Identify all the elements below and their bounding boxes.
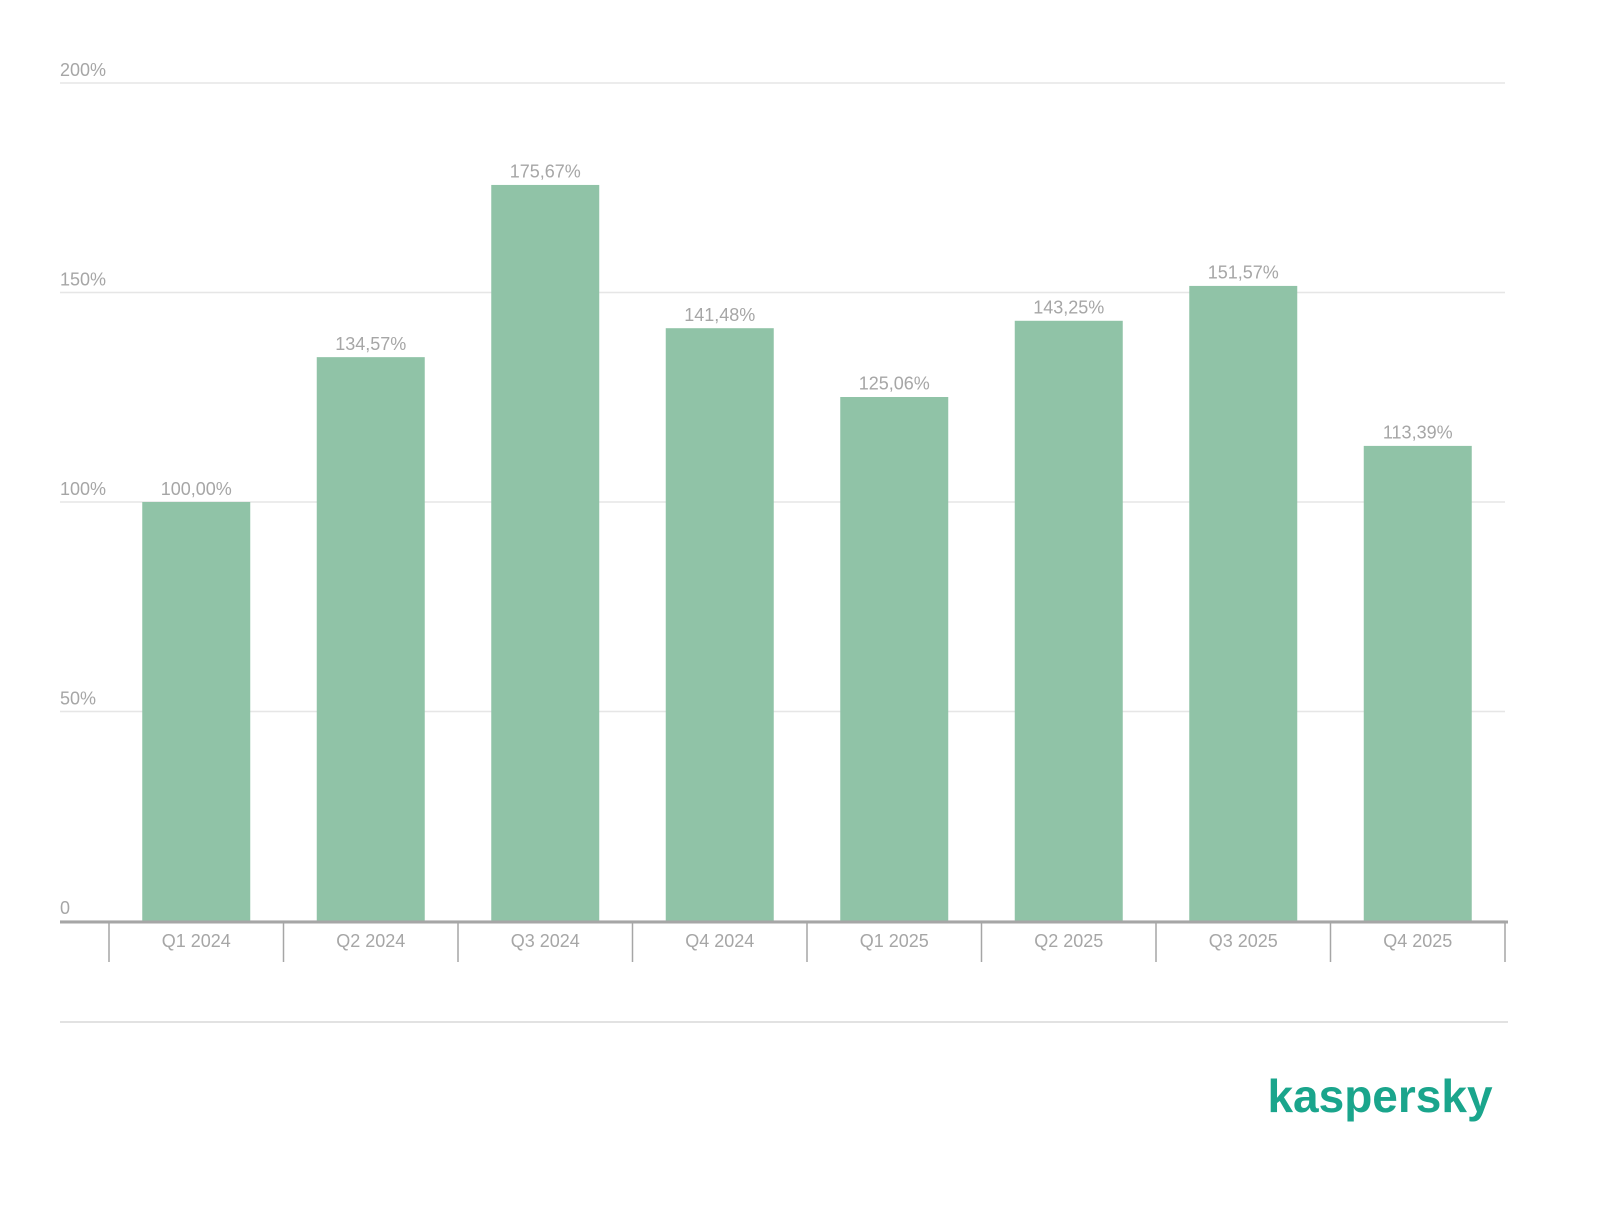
value-label: 134,57% xyxy=(335,334,406,354)
x-tick-label: Q3 2024 xyxy=(511,931,580,951)
value-label: 143,25% xyxy=(1033,298,1104,318)
x-tick-label: Q3 2025 xyxy=(1209,931,1278,951)
x-tick-label: Q2 2025 xyxy=(1034,931,1103,951)
x-tick-label: Q4 2024 xyxy=(685,931,754,951)
x-tick-label: Q2 2024 xyxy=(336,931,405,951)
bar xyxy=(1363,445,1472,921)
bar xyxy=(1189,285,1298,921)
value-label: 125,06% xyxy=(859,374,930,394)
y-tick-label: 100% xyxy=(60,479,106,499)
value-label: 175,67% xyxy=(510,162,581,182)
y-tick-label: 150% xyxy=(60,269,106,289)
x-tick-label: Q4 2025 xyxy=(1383,931,1452,951)
bar xyxy=(491,184,600,922)
value-label: 151,57% xyxy=(1208,263,1279,283)
x-tick-label: Q1 2025 xyxy=(860,931,929,951)
bar xyxy=(316,357,425,921)
logo: kaspersky xyxy=(1267,1070,1492,1122)
x-tick-label: Q1 2024 xyxy=(162,931,231,951)
y-tick-label: 0 xyxy=(60,898,70,918)
bar xyxy=(665,328,774,921)
value-label: 100,00% xyxy=(161,479,232,499)
value-label: 113,39% xyxy=(1383,423,1453,443)
y-tick-label: 200% xyxy=(60,60,106,80)
y-tick-label: 50% xyxy=(60,688,96,708)
value-label: 141,48% xyxy=(684,305,755,325)
bar xyxy=(840,396,949,921)
bar xyxy=(142,502,251,921)
bar xyxy=(1014,320,1123,922)
